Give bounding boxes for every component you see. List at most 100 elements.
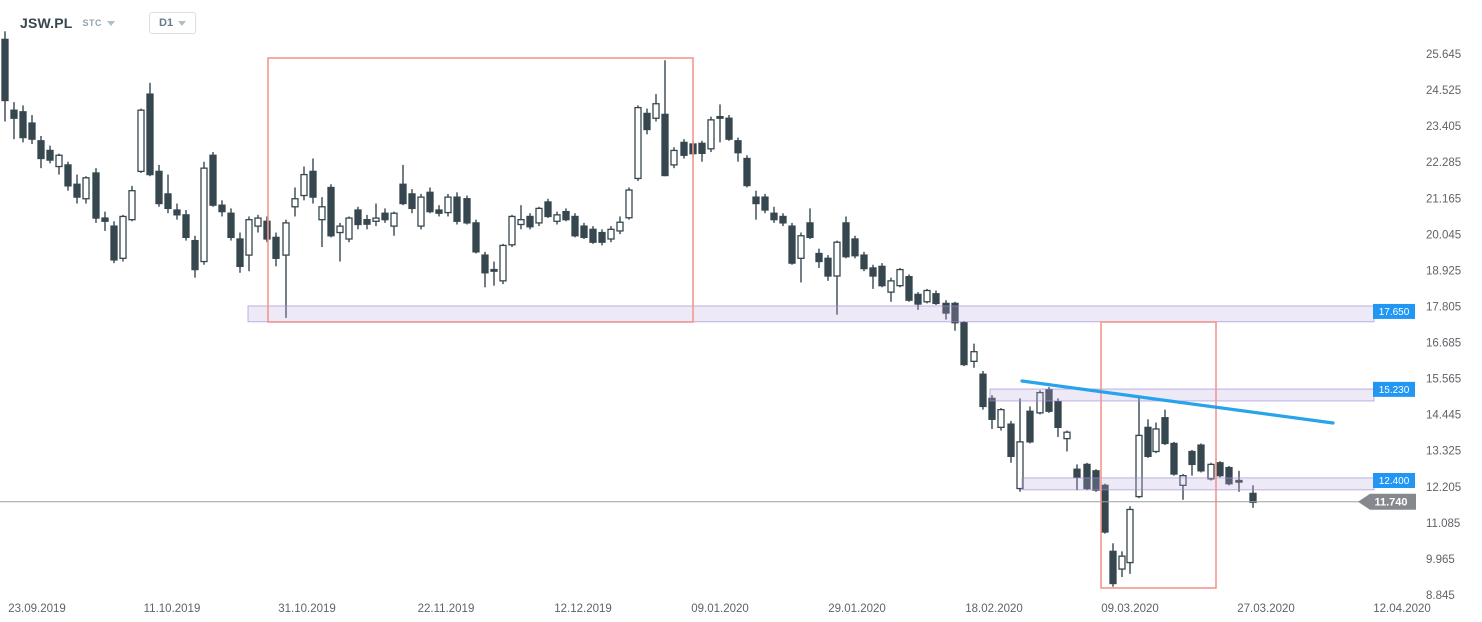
bull-candle-body	[291, 198, 299, 208]
bear-candle-body	[490, 268, 498, 272]
bull-candle-body	[254, 217, 262, 227]
bear-candle-body	[752, 196, 760, 205]
timeframe-dropdown[interactable]: D1	[149, 12, 197, 34]
drawn-rectangle[interactable]	[1100, 321, 1217, 589]
bear-candle-body	[842, 222, 850, 258]
candle	[218, 200, 226, 217]
candle	[1144, 419, 1152, 458]
candle	[73, 174, 81, 204]
candle	[779, 213, 787, 227]
bull-candle-body	[652, 103, 660, 119]
price-axis-label: 24.525	[1426, 85, 1461, 97]
bear-candle-body	[698, 142, 706, 154]
bull-candle-body	[282, 222, 290, 256]
candle	[10, 102, 18, 140]
candle	[1109, 543, 1117, 587]
time-axis-label: 12.12.2019	[554, 603, 612, 615]
candle	[1235, 470, 1243, 492]
candle	[571, 213, 579, 238]
bear-candle-body	[526, 215, 534, 228]
bear-candle-body	[209, 154, 217, 206]
time-axis[interactable]: 23.09.2019 11.10.2019 31.10.2019 22.11.2019…	[8, 603, 1431, 615]
time-axis-label: 09.03.2020	[1101, 603, 1159, 615]
zone-price-tag-text: 15.230	[1379, 385, 1410, 396]
bull-candle-body	[553, 214, 561, 222]
bear-candle-body	[1216, 462, 1224, 477]
bear-candle-body	[236, 238, 244, 268]
candle	[463, 195, 471, 225]
bear-candle-body	[110, 225, 118, 261]
price-axis-label: 25.645	[1426, 49, 1461, 61]
drawn-rectangle[interactable]	[267, 57, 694, 323]
candle	[1161, 409, 1169, 446]
candle	[173, 203, 181, 220]
candle	[490, 261, 498, 286]
price-axis-label: 22.285	[1426, 157, 1461, 169]
time-axis-label: 27.03.2020	[1237, 603, 1295, 615]
candle	[743, 155, 751, 188]
bull-candle-body	[707, 119, 715, 150]
candle	[1101, 483, 1109, 534]
candle	[1249, 485, 1257, 508]
bear-candle-body	[92, 172, 100, 219]
bear-candle-body	[101, 217, 109, 222]
candle	[562, 208, 570, 222]
candle	[263, 216, 271, 243]
bear-candle-body	[1249, 492, 1257, 504]
symbol-variant-dropdown[interactable]: STC	[83, 18, 116, 28]
bear-candle-body	[1007, 423, 1015, 457]
candle	[643, 108, 651, 135]
candle	[616, 216, 624, 235]
bear-candle-body	[46, 149, 54, 161]
candle	[19, 105, 27, 143]
candle	[101, 211, 109, 231]
time-axis-label: 31.10.2019	[278, 603, 336, 615]
price-axis[interactable]: 25.645 24.525 23.405 22.285 21.165 20.045 18.9…	[1426, 49, 1461, 602]
candle	[128, 185, 136, 222]
price-axis-label: 16.685	[1426, 338, 1461, 350]
candle	[408, 189, 416, 214]
current-price-tag: 11.740	[1358, 493, 1416, 510]
bear-candle-body	[73, 183, 81, 198]
zone-price-tag-bg	[1373, 472, 1415, 488]
price-zone[interactable]	[247, 305, 1375, 323]
candle	[236, 232, 244, 273]
bull-candle-body	[997, 408, 1005, 429]
candle	[598, 229, 606, 246]
candle	[119, 214, 127, 262]
bear-candle-body	[571, 215, 579, 237]
bear-candle-body	[191, 239, 199, 271]
bull-candle-body	[345, 217, 353, 240]
candle	[209, 152, 217, 207]
price-axis-label: 21.165	[1426, 193, 1461, 205]
candle	[670, 147, 678, 169]
candle	[517, 205, 525, 230]
candle	[417, 193, 425, 230]
bear-candle-body	[942, 302, 950, 314]
bull-candle-body	[1118, 555, 1126, 570]
bear-candle-body	[716, 115, 724, 119]
bull-candle-body	[1126, 508, 1134, 564]
price-zone[interactable]	[989, 388, 1375, 402]
candle	[327, 184, 335, 238]
candle	[1063, 430, 1071, 452]
price-zone[interactable]	[1021, 477, 1375, 491]
trendline[interactable]	[1020, 379, 1335, 425]
bear-candle-body	[182, 214, 190, 239]
candle	[272, 232, 280, 267]
bear-candle-body	[743, 157, 751, 187]
bear-candle-body	[435, 209, 443, 214]
bear-candle-body	[227, 212, 235, 239]
candle	[300, 166, 308, 201]
bull-candle-body	[137, 109, 145, 173]
bull-candle-body	[390, 212, 398, 227]
candle	[472, 219, 480, 254]
candle	[309, 158, 317, 204]
bear-candle-body	[770, 212, 778, 221]
bull-candle-body	[1179, 475, 1187, 486]
bear-candle-body	[643, 112, 651, 131]
chevron-down-icon	[107, 20, 116, 26]
candle	[227, 208, 235, 241]
candle	[182, 210, 190, 241]
